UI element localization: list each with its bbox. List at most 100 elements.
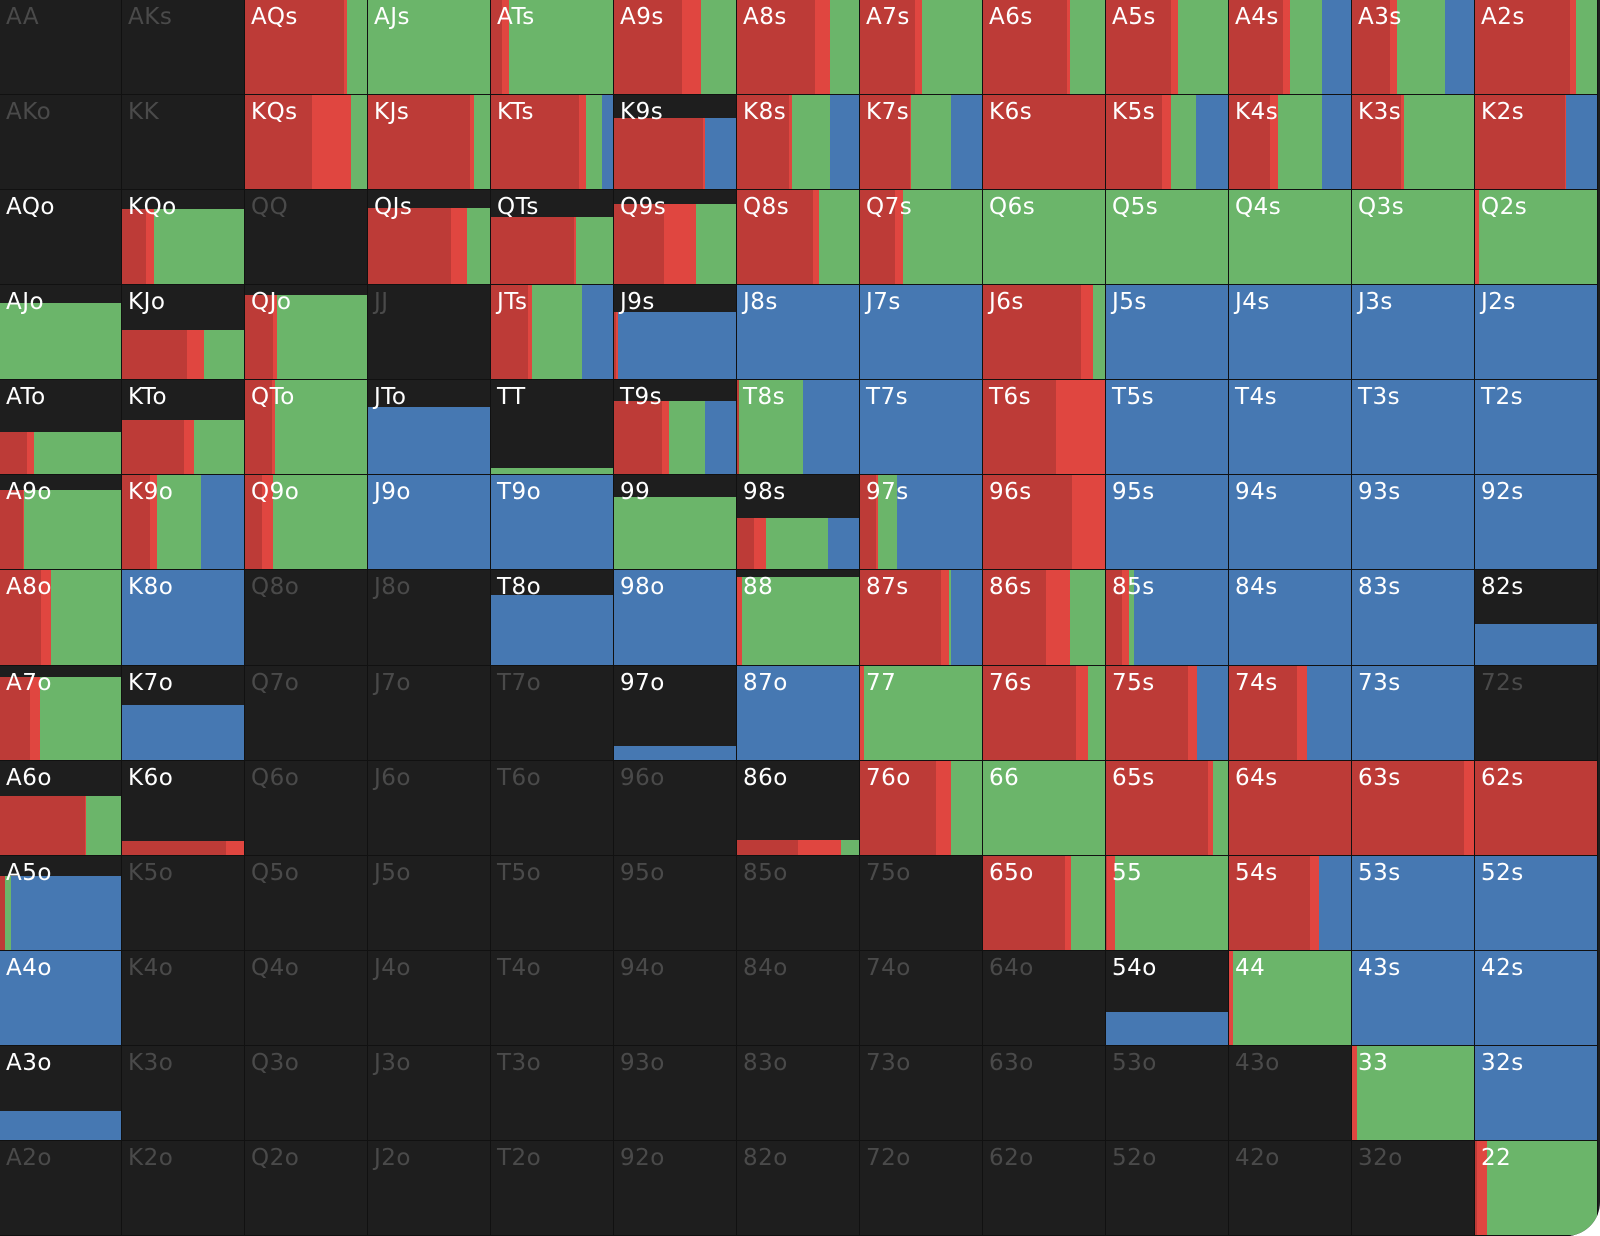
hand-cell-J7o[interactable]: J7o (368, 665, 491, 761)
hand-cell-63o[interactable]: 63o (983, 1045, 1106, 1141)
hand-cell-T9s[interactable]: T9s (614, 380, 737, 476)
hand-cell-32o[interactable]: 32o (1352, 1140, 1475, 1236)
hand-cell-KK[interactable]: KK (122, 95, 245, 191)
hand-cell-J8s[interactable]: J8s (737, 285, 860, 381)
hand-cell-A2o[interactable]: A2o (0, 1140, 122, 1236)
hand-cell-98s[interactable]: 98s (737, 475, 860, 571)
hand-cell-JTs[interactable]: JTs (491, 285, 614, 381)
hand-cell-J2s[interactable]: J2s (1475, 285, 1598, 381)
hand-cell-43s[interactable]: 43s (1352, 950, 1475, 1046)
hand-cell-96o[interactable]: 96o (614, 760, 737, 856)
hand-cell-32s[interactable]: 32s (1475, 1045, 1598, 1141)
hand-cell-A8o[interactable]: A8o (0, 570, 122, 666)
hand-cell-A4o[interactable]: A4o (0, 950, 122, 1046)
hand-cell-A7s[interactable]: A7s (860, 0, 983, 96)
hand-cell-T2s[interactable]: T2s (1475, 380, 1598, 476)
hand-cell-53o[interactable]: 53o (1106, 1045, 1229, 1141)
hand-cell-A9o[interactable]: A9o (0, 475, 122, 571)
hand-cell-ATo[interactable]: ATo (0, 380, 122, 476)
hand-cell-K2s[interactable]: K2s (1475, 95, 1598, 191)
hand-cell-72o[interactable]: 72o (860, 1140, 983, 1236)
hand-cell-K6s[interactable]: K6s (983, 95, 1106, 191)
hand-cell-K3o[interactable]: K3o (122, 1045, 245, 1141)
hand-cell-KTo[interactable]: KTo (122, 380, 245, 476)
hand-cell-63s[interactable]: 63s (1352, 760, 1475, 856)
hand-cell-A3s[interactable]: A3s (1352, 0, 1475, 96)
hand-cell-J3o[interactable]: J3o (368, 1045, 491, 1141)
hand-cell-65s[interactable]: 65s (1106, 760, 1229, 856)
hand-cell-A6o[interactable]: A6o (0, 760, 122, 856)
hand-cell-T7s[interactable]: T7s (860, 380, 983, 476)
hand-cell-K7s[interactable]: K7s (860, 95, 983, 191)
hand-cell-J7s[interactable]: J7s (860, 285, 983, 381)
hand-cell-43o[interactable]: 43o (1229, 1045, 1352, 1141)
hand-cell-Q7o[interactable]: Q7o (245, 665, 368, 761)
hand-cell-94s[interactable]: 94s (1229, 475, 1352, 571)
hand-cell-A7o[interactable]: A7o (0, 665, 122, 761)
hand-cell-72s[interactable]: 72s (1475, 665, 1598, 761)
hand-cell-AJo[interactable]: AJo (0, 285, 122, 381)
hand-cell-T8o[interactable]: T8o (491, 570, 614, 666)
hand-cell-Q9s[interactable]: Q9s (614, 190, 737, 286)
hand-cell-A5o[interactable]: A5o (0, 855, 122, 951)
hand-cell-33[interactable]: 33 (1352, 1045, 1475, 1141)
hand-cell-T6s[interactable]: T6s (983, 380, 1106, 476)
hand-cell-Q4s[interactable]: Q4s (1229, 190, 1352, 286)
hand-cell-JTo[interactable]: JTo (368, 380, 491, 476)
hand-cell-74s[interactable]: 74s (1229, 665, 1352, 761)
hand-cell-99[interactable]: 99 (614, 475, 737, 571)
hand-cell-K8s[interactable]: K8s (737, 95, 860, 191)
hand-cell-K6o[interactable]: K6o (122, 760, 245, 856)
hand-cell-97o[interactable]: 97o (614, 665, 737, 761)
hand-cell-T2o[interactable]: T2o (491, 1140, 614, 1236)
hand-cell-95s[interactable]: 95s (1106, 475, 1229, 571)
hand-cell-AKs[interactable]: AKs (122, 0, 245, 96)
hand-cell-T6o[interactable]: T6o (491, 760, 614, 856)
hand-cell-Q8s[interactable]: Q8s (737, 190, 860, 286)
hand-cell-K8o[interactable]: K8o (122, 570, 245, 666)
hand-cell-54s[interactable]: 54s (1229, 855, 1352, 951)
hand-cell-77[interactable]: 77 (860, 665, 983, 761)
hand-cell-J6o[interactable]: J6o (368, 760, 491, 856)
hand-cell-QJs[interactable]: QJs (368, 190, 491, 286)
hand-cell-K5s[interactable]: K5s (1106, 95, 1229, 191)
hand-cell-52s[interactable]: 52s (1475, 855, 1598, 951)
hand-cell-64s[interactable]: 64s (1229, 760, 1352, 856)
hand-cell-T4o[interactable]: T4o (491, 950, 614, 1046)
hand-cell-AA[interactable]: AA (0, 0, 122, 96)
hand-cell-T4s[interactable]: T4s (1229, 380, 1352, 476)
hand-cell-Q4o[interactable]: Q4o (245, 950, 368, 1046)
hand-cell-J4o[interactable]: J4o (368, 950, 491, 1046)
hand-cell-64o[interactable]: 64o (983, 950, 1106, 1046)
hand-cell-TT[interactable]: TT (491, 380, 614, 476)
hand-cell-QJo[interactable]: QJo (245, 285, 368, 381)
hand-cell-82s[interactable]: 82s (1475, 570, 1598, 666)
hand-cell-94o[interactable]: 94o (614, 950, 737, 1046)
hand-cell-66[interactable]: 66 (983, 760, 1106, 856)
hand-cell-84s[interactable]: 84s (1229, 570, 1352, 666)
hand-cell-K4s[interactable]: K4s (1229, 95, 1352, 191)
hand-cell-A8s[interactable]: A8s (737, 0, 860, 96)
hand-cell-KJo[interactable]: KJo (122, 285, 245, 381)
hand-cell-T3o[interactable]: T3o (491, 1045, 614, 1141)
hand-cell-K4o[interactable]: K4o (122, 950, 245, 1046)
hand-cell-53s[interactable]: 53s (1352, 855, 1475, 951)
hand-cell-J8o[interactable]: J8o (368, 570, 491, 666)
hand-cell-K9o[interactable]: K9o (122, 475, 245, 571)
hand-cell-ATs[interactable]: ATs (491, 0, 614, 96)
hand-cell-J4s[interactable]: J4s (1229, 285, 1352, 381)
hand-cell-AQo[interactable]: AQo (0, 190, 122, 286)
hand-cell-73s[interactable]: 73s (1352, 665, 1475, 761)
hand-cell-J5o[interactable]: J5o (368, 855, 491, 951)
hand-cell-75s[interactable]: 75s (1106, 665, 1229, 761)
hand-cell-95o[interactable]: 95o (614, 855, 737, 951)
hand-cell-Q5s[interactable]: Q5s (1106, 190, 1229, 286)
hand-cell-87o[interactable]: 87o (737, 665, 860, 761)
hand-cell-73o[interactable]: 73o (860, 1045, 983, 1141)
hand-cell-Q7s[interactable]: Q7s (860, 190, 983, 286)
hand-cell-86s[interactable]: 86s (983, 570, 1106, 666)
hand-cell-65o[interactable]: 65o (983, 855, 1106, 951)
hand-cell-42o[interactable]: 42o (1229, 1140, 1352, 1236)
hand-cell-93o[interactable]: 93o (614, 1045, 737, 1141)
hand-cell-92o[interactable]: 92o (614, 1140, 737, 1236)
